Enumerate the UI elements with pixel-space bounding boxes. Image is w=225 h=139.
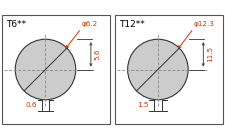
Circle shape <box>15 39 76 100</box>
Text: 5.6: 5.6 <box>94 49 100 60</box>
Text: φ6.2: φ6.2 <box>81 21 97 27</box>
Text: 11.5: 11.5 <box>207 46 213 62</box>
Text: T12**: T12** <box>119 20 145 29</box>
Text: φ12.3: φ12.3 <box>194 21 214 27</box>
Text: 0.6: 0.6 <box>25 102 37 108</box>
Circle shape <box>128 39 188 100</box>
Text: T6**: T6** <box>7 20 27 29</box>
Text: 1.5: 1.5 <box>137 102 148 108</box>
